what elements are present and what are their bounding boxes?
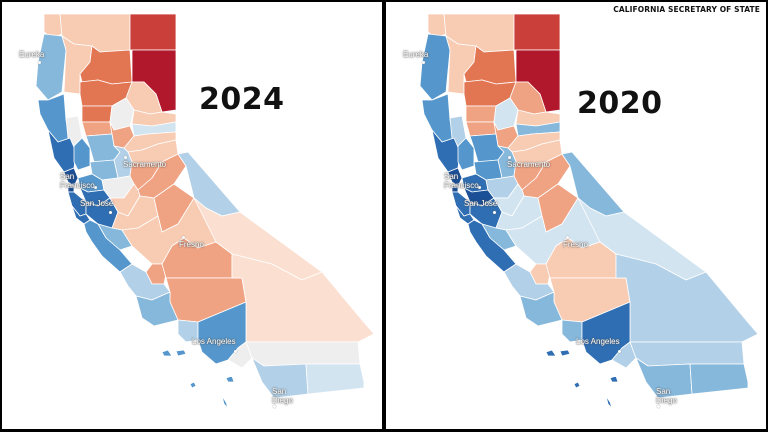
city-dot — [478, 186, 481, 189]
city-label: Eureka — [403, 50, 429, 59]
city-dot — [422, 61, 425, 64]
map-panel-2020: Eureka Sacramento San Francisco San Jose Fres… — [386, 2, 766, 429]
county-slo — [119, 263, 171, 301]
city-dot — [508, 156, 511, 159]
city-dot — [124, 156, 127, 159]
county-island-4 — [221, 395, 229, 409]
county-santa-barbara — [135, 291, 179, 327]
county-santa-barbara — [519, 291, 563, 327]
city-dot — [493, 211, 496, 214]
county-imperial — [305, 363, 365, 395]
city-label: Los Angeles — [576, 337, 620, 346]
california-county-map-2020 — [419, 13, 759, 409]
city-dot — [38, 61, 41, 64]
city-label: San Jose — [464, 199, 498, 208]
county-island-2 — [175, 349, 187, 357]
county-marin — [447, 167, 463, 187]
city-label: San Diego — [656, 387, 677, 405]
county-imperial — [689, 363, 749, 395]
county-riverside — [245, 341, 361, 367]
county-mendocino — [37, 93, 71, 143]
city-dot — [182, 236, 185, 239]
city-label: Sacramento — [123, 160, 167, 169]
map-panel-2024: Eureka Sacramento San Francisco San Jose Fres… — [2, 2, 382, 429]
california-county-map-2024 — [35, 13, 375, 409]
county-marin — [63, 167, 79, 187]
county-modoc — [129, 13, 177, 51]
city-label: San Francisco — [60, 172, 95, 190]
city-dot — [566, 236, 569, 239]
city-label: Fresno — [563, 240, 588, 249]
city-dot — [273, 405, 276, 408]
county-colusa — [465, 121, 497, 137]
county-island-2 — [559, 349, 571, 357]
county-glenn — [465, 105, 497, 123]
city-label: San Diego — [272, 387, 293, 405]
year-title-2024: 2024 — [199, 82, 285, 117]
county-island-1 — [545, 349, 557, 357]
city-dot — [94, 186, 97, 189]
county-colusa — [81, 121, 113, 137]
county-island-3 — [225, 375, 235, 383]
city-label: San Francisco — [444, 172, 479, 190]
county-san-bernardino — [231, 253, 375, 343]
county-island-5 — [189, 381, 197, 389]
city-label: Fresno — [179, 240, 204, 249]
city-label: San Jose — [80, 199, 114, 208]
county-humboldt — [419, 33, 451, 101]
county-riverside — [629, 341, 745, 367]
city-dot — [618, 350, 621, 353]
county-modoc — [513, 13, 561, 51]
county-ventura — [561, 319, 583, 343]
county-mendocino — [421, 93, 455, 143]
county-island-1 — [161, 349, 173, 357]
city-label: Los Angeles — [192, 337, 236, 346]
city-label: Eureka — [19, 50, 45, 59]
city-dot — [109, 211, 112, 214]
county-slo — [503, 263, 555, 301]
source-credit: CALIFORNIA SECRETARY OF STATE — [613, 5, 760, 14]
city-dot — [657, 405, 660, 408]
county-napa — [457, 137, 475, 171]
year-title-2020: 2020 — [577, 86, 663, 121]
city-label: Sacramento — [507, 160, 551, 169]
county-ventura — [177, 319, 199, 343]
county-napa — [73, 137, 91, 171]
county-glenn — [81, 105, 113, 123]
county-humboldt — [35, 33, 67, 101]
city-dot — [234, 350, 237, 353]
county-island-5 — [573, 381, 581, 389]
county-san-bernardino — [615, 253, 759, 343]
county-island-4 — [605, 395, 613, 409]
county-island-3 — [609, 375, 619, 383]
